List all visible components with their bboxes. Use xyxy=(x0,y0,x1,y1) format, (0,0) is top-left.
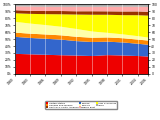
Legend: United States, Canada and Mexico, Central & South America, Europe, Eurasia, Midd: United States, Canada and Mexico, Centra… xyxy=(45,102,117,109)
